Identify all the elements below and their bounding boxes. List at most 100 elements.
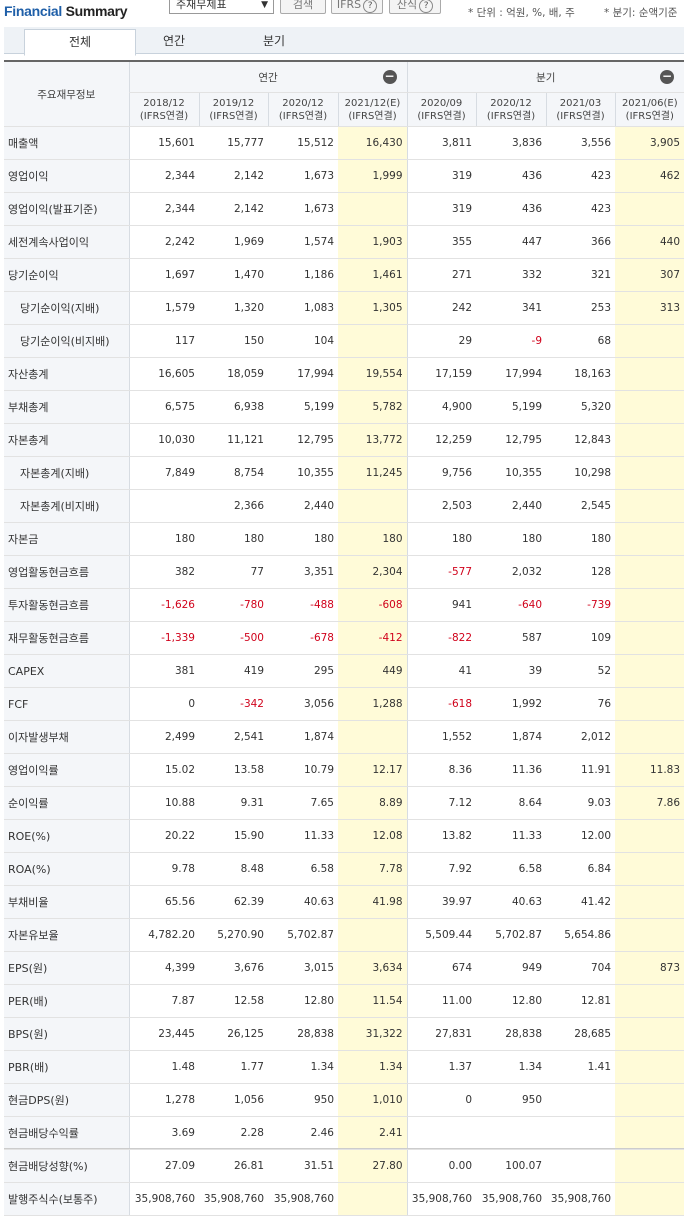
table-cell: 41.42 [546, 885, 616, 919]
table-cell: 1,579 [128, 291, 199, 325]
table-cell: 423 [546, 159, 616, 193]
table-cell: 2,012 [546, 720, 616, 754]
row-label: 당기순이익(지배) [4, 291, 129, 325]
statement-type-select[interactable]: 주재무제표 ▼ [169, 0, 274, 14]
formula-help-button[interactable]: 산식? [389, 0, 441, 14]
table-cell: 15,601 [128, 126, 199, 160]
table-cell: 462 [615, 159, 685, 193]
table-cell: 62.39 [199, 885, 268, 919]
table-cell: 27.80 [338, 1149, 408, 1183]
table-cell: 180 [406, 522, 477, 556]
table-cell: 295 [268, 654, 338, 688]
table-cell: 253 [546, 291, 616, 325]
table-cell: 1,470 [199, 258, 268, 292]
column-period: 2020/09 [420, 97, 463, 109]
table-cell: 10,298 [546, 456, 616, 490]
table-cell: 100.07 [476, 1149, 547, 1183]
table-cell: 423 [546, 192, 616, 226]
table-cell: 29 [406, 324, 477, 358]
annual-group-header: 연간 − [128, 60, 408, 93]
table-cell: 180 [199, 522, 268, 556]
row-label: 부채비율 [4, 885, 129, 919]
table-cell: 1.34 [476, 1050, 547, 1084]
table-row: 당기순이익(지배) 1,579 1,320 1,083 1,305 242 341 253 31… [4, 291, 685, 325]
column-period: 2020/12 [282, 97, 324, 109]
table-cell: -640 [476, 588, 547, 622]
table-cell: 12,795 [476, 423, 547, 457]
table-row: BPS(원) 23,445 26,125 28,838 31,322 27,831 28,8… [4, 1017, 685, 1051]
table-cell: 873 [615, 951, 685, 985]
collapse-quarter-icon[interactable]: − [660, 69, 675, 84]
table-cell: 9.03 [546, 786, 616, 820]
table-cell: 8.48 [199, 852, 268, 886]
table-cell: 109 [546, 621, 616, 655]
table-cell: 11.00 [406, 984, 477, 1018]
table-cell: 10.88 [128, 786, 199, 820]
table-cell: 1,461 [338, 258, 408, 292]
collapse-annual-icon[interactable]: − [382, 69, 397, 84]
table-cell: 15,777 [199, 126, 268, 160]
table-cell [615, 885, 685, 919]
table-cell: 18,059 [199, 357, 268, 391]
table-row: CAPEX 381 419 295 449 41 39 52 [4, 654, 685, 688]
table-cell: 3,015 [268, 951, 338, 985]
ifrs-help-button[interactable]: IFRS? [331, 0, 383, 14]
row-label: 순이익률 [4, 786, 129, 820]
table-cell: 16,605 [128, 357, 199, 391]
row-label: 자본총계(지배) [4, 456, 129, 490]
table-cell: 6.58 [476, 852, 547, 886]
row-label: 자산총계 [4, 357, 129, 391]
table-cell: 9.78 [128, 852, 199, 886]
table-cell: 52 [546, 654, 616, 688]
table-cell: 307 [615, 258, 685, 292]
table-cell: 12.08 [338, 819, 408, 853]
table-cell [615, 621, 685, 655]
column-basis: (IFRS연결) [348, 110, 397, 122]
table-cell: 3,811 [406, 126, 477, 160]
tab-quarter[interactable]: 분기 [262, 34, 286, 48]
table-cell [615, 588, 685, 622]
table-cell: 35,908,760 [268, 1182, 338, 1216]
table-cell: 35,908,760 [128, 1182, 199, 1216]
table-cell: 1,673 [268, 192, 338, 226]
table-cell: 319 [406, 159, 477, 193]
table-row: 투자활동현금흐름 -1,626 -780 -488 -608 941 -640 -739 [4, 588, 685, 622]
column-period: 2019/12 [212, 97, 255, 109]
table-cell [615, 357, 685, 391]
table-cell: 1.41 [546, 1050, 616, 1084]
table-cell: 10,355 [268, 456, 338, 490]
row-label: ROA(%) [4, 852, 129, 886]
tab-all[interactable]: 전체 [24, 29, 136, 56]
table-cell: 12,795 [268, 423, 338, 457]
table-cell: 2,545 [546, 489, 616, 523]
column-header: 2020/09 (IFRS연결) [406, 92, 477, 127]
row-label: 매출액 [4, 126, 129, 160]
table-cell: 3.69 [128, 1116, 199, 1150]
table-cell [615, 324, 685, 358]
table-cell [615, 654, 685, 688]
table-cell: 11.33 [476, 819, 547, 853]
table-cell: -1,626 [128, 588, 199, 622]
table-cell: 8.36 [406, 753, 477, 787]
table-cell: 1,278 [128, 1083, 199, 1117]
table-cell [338, 324, 408, 358]
table-cell: 23,445 [128, 1017, 199, 1051]
tab-annual[interactable]: 연간 [162, 34, 186, 48]
table-cell: 2,142 [199, 192, 268, 226]
table-row: PER(배) 7.87 12.58 12.80 11.54 11.00 12.80 12.81 [4, 984, 685, 1018]
quarter-group-header: 분기 − [406, 60, 685, 93]
table-cell: 587 [476, 621, 547, 655]
table-cell: 7.87 [128, 984, 199, 1018]
row-label: EPS(원) [4, 951, 129, 985]
table-cell [615, 1116, 685, 1150]
table-cell [615, 1182, 685, 1216]
search-button[interactable]: 검색 [280, 0, 326, 14]
row-label: 현금배당수익률 [4, 1116, 129, 1150]
row-label: ROE(%) [4, 819, 129, 853]
row-label: 부채총계 [4, 390, 129, 424]
row-label: 현금DPS(원) [4, 1083, 129, 1117]
table-cell: 17,994 [268, 357, 338, 391]
row-label: 당기순이익(비지배) [4, 324, 129, 358]
table-cell: 2.28 [199, 1116, 268, 1150]
table-cell: -822 [406, 621, 477, 655]
